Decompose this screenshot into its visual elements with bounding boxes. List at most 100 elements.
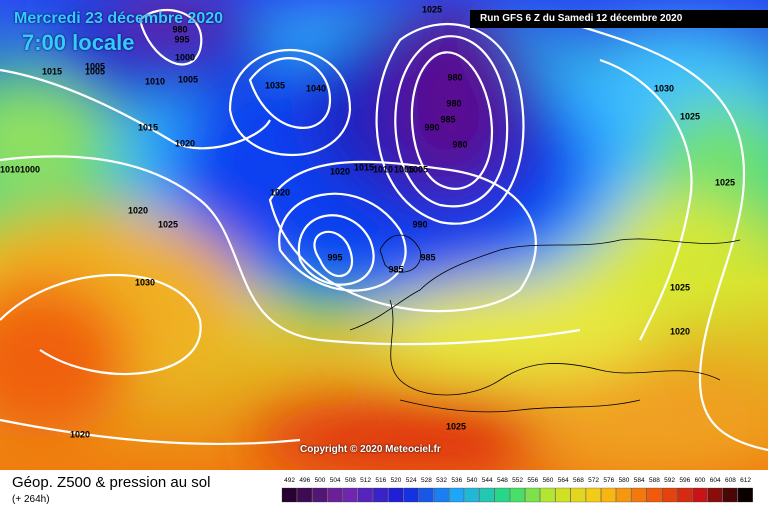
isobar-label: 980: [452, 139, 467, 149]
legend-label: 588: [649, 477, 660, 484]
isobar-label: 1025: [680, 111, 700, 121]
isobar-label: 980: [172, 24, 187, 34]
isobar-label: 1000: [20, 164, 40, 174]
isobar-label: 1015: [42, 66, 62, 76]
legend-swatch: [601, 487, 617, 503]
legend-label: 544: [482, 477, 493, 484]
legend-swatch: [585, 487, 601, 503]
isobar-label: 1020: [330, 166, 350, 176]
isobar-label: 1005: [85, 66, 105, 76]
color-legend: 492 496 500 504 508 512 516 520 524 528 532 536 540 5…: [281, 477, 753, 503]
legend-swatch: [555, 487, 571, 503]
legend-swatch: [692, 487, 708, 503]
isobar-label: 985: [388, 264, 403, 274]
isobar-label: 995: [174, 34, 189, 44]
legend-swatch: [297, 487, 313, 503]
legend-swatch: [479, 487, 495, 503]
legend-label: 552: [512, 477, 523, 484]
legend-swatch: [540, 487, 556, 503]
legend-label: 528: [421, 477, 432, 484]
legend-swatch: [281, 487, 297, 503]
legend-label: 500: [315, 477, 326, 484]
footer-lead: (+ 264h): [12, 494, 50, 505]
legend-label: 596: [679, 477, 690, 484]
legend-swatch: [464, 487, 480, 503]
copyright: Copyright © 2020 Meteociel.fr: [300, 444, 441, 455]
legend-swatch: [388, 487, 404, 503]
legend-label: 608: [725, 477, 736, 484]
isobar-label: 1005: [408, 164, 428, 174]
legend-label: 604: [710, 477, 721, 484]
isobar-label: 1025: [670, 282, 690, 292]
legend-label: 524: [406, 477, 417, 484]
legend-swatch: [525, 487, 541, 503]
legend-label: 532: [436, 477, 447, 484]
legend-swatch: [418, 487, 434, 503]
legend-label: 580: [619, 477, 630, 484]
legend-swatch: [312, 487, 328, 503]
isobar-label: 985: [440, 114, 455, 124]
legend-label: 572: [588, 477, 599, 484]
legend-label: 512: [360, 477, 371, 484]
legend-swatch: [677, 487, 693, 503]
isobar-label: 1005: [85, 61, 105, 71]
weather-map: 9809951000100510051010100510151020102010…: [0, 0, 768, 470]
legend-swatch: [570, 487, 586, 503]
legend-label: 592: [664, 477, 675, 484]
isobar-labels: 9809951000100510051010100510151020102010…: [0, 4, 735, 439]
legend-label: 576: [603, 477, 614, 484]
isobar-label: 1025: [422, 4, 442, 14]
isobar-label: 990: [412, 219, 427, 229]
legend-swatch: [449, 487, 465, 503]
legend-label: 584: [634, 477, 645, 484]
isobar-label: 1035: [265, 80, 285, 90]
legend-swatch: [357, 487, 373, 503]
isobar-label: 1020: [128, 205, 148, 215]
legend-swatch: [433, 487, 449, 503]
isobar-label: 1025: [158, 219, 178, 229]
legend-swatch: [722, 487, 738, 503]
isobar-label: 1020: [70, 429, 90, 439]
legend-swatch: [327, 487, 343, 503]
legend-label: 612: [740, 477, 751, 484]
legend-label: 548: [497, 477, 508, 484]
legend-swatch: [646, 487, 662, 503]
isobar-label: 1000: [175, 52, 195, 62]
isobar-label: 980: [446, 98, 461, 108]
legend-swatch: [509, 487, 525, 503]
legend-swatch: [661, 487, 677, 503]
isobar-label: 1030: [654, 83, 674, 93]
legend-label: 536: [451, 477, 462, 484]
coastlines: [349, 234, 741, 413]
isobar-label: 1025: [715, 177, 735, 187]
legend-label: 600: [695, 477, 706, 484]
legend-swatch: [403, 487, 419, 503]
legend-label: 516: [375, 477, 386, 484]
legend-label: 504: [330, 477, 341, 484]
legend-swatch: [494, 487, 510, 503]
valid-time: 7:00 locale: [22, 30, 135, 55]
isobar-label: 1025: [446, 421, 466, 431]
isobar-label: 1020: [175, 138, 195, 148]
legend-swatch: [737, 487, 753, 503]
isobar-label: 1040: [306, 83, 326, 93]
legend-label: 492: [284, 477, 295, 484]
isobar-label: 980: [447, 72, 462, 82]
legend-label: 496: [299, 477, 310, 484]
legend-label: 568: [573, 477, 584, 484]
isobar-label: 1005: [394, 164, 414, 174]
legend-label: 508: [345, 477, 356, 484]
isobar-label: 1020: [670, 326, 690, 336]
run-info: Run GFS 6 Z du Samedi 12 décembre 2020: [470, 10, 768, 28]
legend-label: 520: [391, 477, 402, 484]
isobars: [0, 8, 768, 452]
isobar-label: 995: [327, 252, 342, 262]
isobar-label: 1010: [145, 76, 165, 86]
legend-label: 560: [543, 477, 554, 484]
isobar-label: 1030: [135, 277, 155, 287]
footer-title: Géop. Z500 & pression au sol: [12, 474, 211, 491]
legend-swatch: [616, 487, 632, 503]
isobar-label: 1005: [178, 74, 198, 84]
isobar-label: 1020: [270, 187, 290, 197]
legend-swatch: [707, 487, 723, 503]
